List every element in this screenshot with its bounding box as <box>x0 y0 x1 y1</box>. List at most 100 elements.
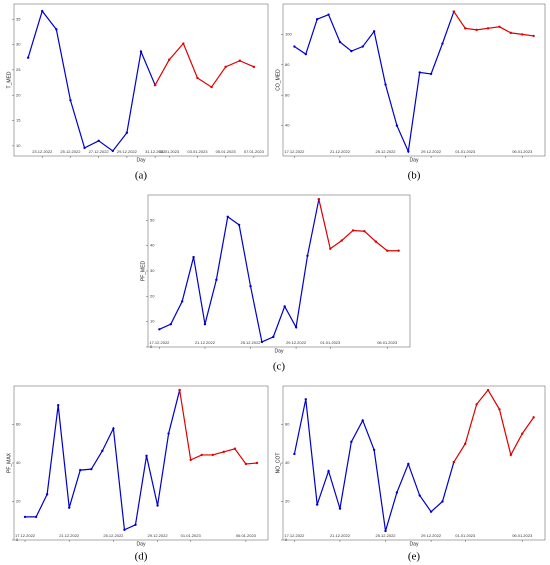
y-axis-label: T_MED <box>6 71 12 88</box>
x-tick-label: 31.12.2022 <box>145 149 166 154</box>
point <box>79 468 82 472</box>
x-tick-label: 06.01.2023 <box>377 340 398 345</box>
y-axis-label: PF_MED <box>140 260 146 281</box>
x-tick-label: 25.12.2022 <box>60 149 81 154</box>
point <box>395 124 399 127</box>
point <box>97 139 100 142</box>
point <box>112 427 115 430</box>
y-tick-label: 10 <box>16 143 21 148</box>
point <box>56 404 60 407</box>
series-line <box>318 199 399 252</box>
x-tick-label: 01.01.2023 <box>455 149 476 154</box>
point <box>196 76 199 80</box>
x-tick-label: 29.12.2022 <box>421 149 442 154</box>
point <box>294 326 298 329</box>
x-axis-label: Day <box>137 541 146 547</box>
y-tick-label: 40 <box>285 460 290 465</box>
point <box>169 323 172 326</box>
plot-frame <box>282 385 546 541</box>
point <box>361 45 364 48</box>
x-tick-label: 21.12.2022 <box>59 533 80 538</box>
y-tick-label: 100 <box>285 31 292 36</box>
point <box>211 453 214 457</box>
x-tick-label: 17.12.2022 <box>284 533 305 538</box>
panel-caption: (e) <box>408 551 421 563</box>
series-line <box>159 199 320 343</box>
x-axis-label: Day <box>410 541 419 547</box>
point <box>203 323 207 326</box>
y-tick-label: 40 <box>285 123 290 128</box>
x-axis-label: Day <box>410 157 419 163</box>
point <box>521 33 524 36</box>
point <box>222 450 226 454</box>
y-tick-label: 60 <box>285 92 290 97</box>
y-tick-label: 40 <box>16 460 21 465</box>
point <box>441 500 444 503</box>
x-tick-label: 29.12.2022 <box>421 533 442 538</box>
x-tick-label: 29.12.2022 <box>117 149 138 154</box>
point <box>329 247 332 250</box>
point <box>111 149 114 153</box>
x-axis-label: Day <box>275 348 284 354</box>
x-tick-label: 06.01.2023 <box>512 533 533 538</box>
y-axis-label: CO_MED <box>275 69 281 91</box>
point <box>306 254 309 257</box>
series-line <box>453 11 534 37</box>
point <box>498 25 501 28</box>
point <box>486 388 490 392</box>
y-tick-label: 30 <box>16 42 21 47</box>
point <box>215 278 218 282</box>
point <box>26 56 30 59</box>
point <box>395 491 399 494</box>
point <box>315 503 319 506</box>
point <box>532 416 535 419</box>
point <box>418 494 421 497</box>
series-line <box>27 9 156 152</box>
x-tick-label: 17.12.2022 <box>149 340 170 345</box>
point <box>386 249 389 252</box>
point <box>372 30 376 33</box>
point <box>464 27 467 30</box>
point <box>101 449 104 453</box>
point <box>521 432 524 435</box>
point <box>441 42 444 45</box>
panel: 0 20 40 60 17.12.2022 21.12.2022 25.12.2022 29.… <box>275 385 546 563</box>
point <box>224 65 227 69</box>
point <box>238 59 241 62</box>
x-tick-label: 25.12.2022 <box>241 340 262 345</box>
x-tick-label: 05.01.2023 <box>216 149 237 154</box>
point <box>429 72 433 76</box>
y-tick-label: 0 <box>16 537 19 542</box>
y-tick-label: 10 <box>150 319 155 324</box>
y-axis-label: NO_COT <box>275 453 281 474</box>
point <box>249 285 252 288</box>
point <box>374 240 378 243</box>
x-tick-label: 25.12.2022 <box>376 149 397 154</box>
x-tick-label: 06.01.2023 <box>512 149 533 154</box>
x-tick-label: 03.01.2023 <box>187 149 208 154</box>
x-tick-label: 01.01.2023 <box>320 340 341 345</box>
point <box>180 300 184 303</box>
y-tick-label: 20 <box>16 499 21 504</box>
point <box>338 507 342 510</box>
point <box>350 49 353 53</box>
y-tick-label: 60 <box>16 422 21 427</box>
point <box>397 249 400 252</box>
plot-frame <box>282 3 546 157</box>
x-tick-label: 25.12.2022 <box>103 533 124 538</box>
panel-caption: (a) <box>135 170 148 182</box>
y-tick-label: 0 <box>150 344 153 349</box>
x-tick-label: 17.12.2022 <box>284 149 305 154</box>
point <box>315 18 319 21</box>
point <box>182 42 185 45</box>
y-tick-label: 50 <box>150 217 155 222</box>
plot-frame <box>13 3 269 157</box>
point <box>475 403 478 406</box>
point <box>158 328 161 331</box>
point <box>498 408 501 411</box>
point <box>23 515 27 519</box>
point <box>156 504 159 507</box>
point <box>41 9 44 13</box>
x-tick-label: 01.01.2023 <box>455 533 476 538</box>
